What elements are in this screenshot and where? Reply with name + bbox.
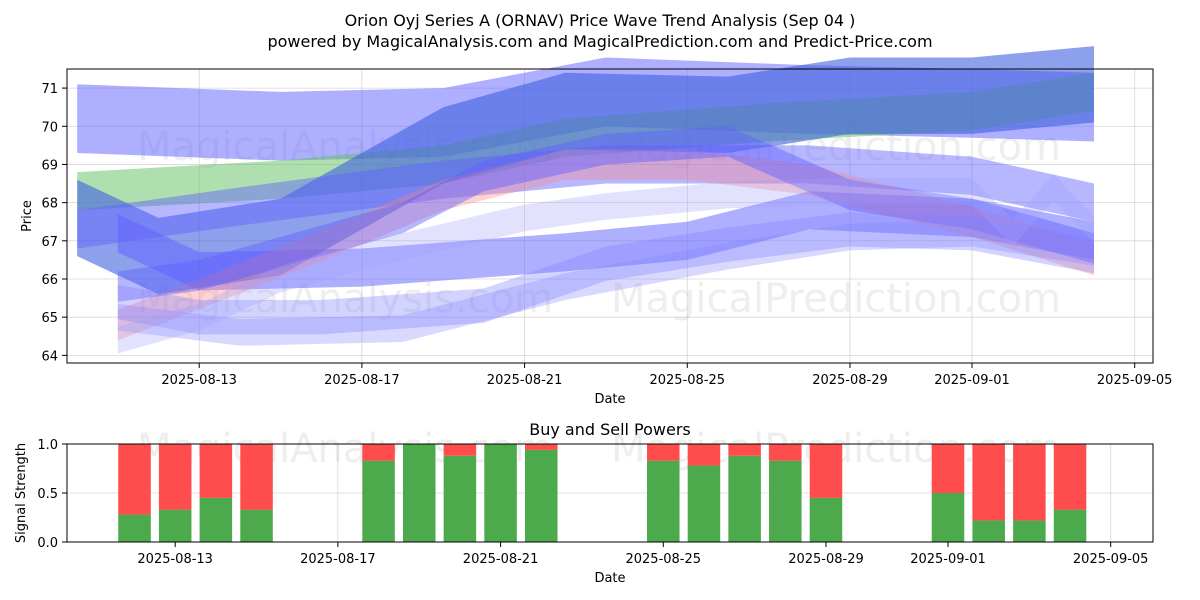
price-x-ticks: 2025-08-13 2025-08-17 2025-08-21 2025-08-25… <box>161 363 1172 388</box>
power-x-tick-label: 2025-08-25 <box>625 552 701 567</box>
sell-bar-2025-08-26 <box>687 444 721 466</box>
buy-bar-2025-08-12 <box>118 514 151 542</box>
wave-band-10 <box>117 174 1095 354</box>
price-y-tick-label: 66 <box>41 273 58 288</box>
power-y-tick-label: 1.0 <box>37 438 58 453</box>
price-y-tick-label: 67 <box>41 235 58 250</box>
wave-band-4 <box>77 145 1094 249</box>
power-x-tick-label: 2025-08-17 <box>300 552 376 567</box>
price-x-tick-label: 2025-08-13 <box>161 373 237 388</box>
price-y-axis-label: Price <box>20 200 35 232</box>
buy-bar-2025-08-19 <box>402 444 436 542</box>
buy-bar-2025-08-14 <box>199 497 233 542</box>
price-y-tick-label: 68 <box>41 197 58 212</box>
power-y-tick-label: 0.0 <box>37 536 58 551</box>
wave-band-5 <box>117 191 1095 291</box>
power-y-ticks: 0.0 0.5 1.0 <box>37 438 67 551</box>
price-y-tick-label: 65 <box>41 311 58 326</box>
buy-bar-2025-09-04 <box>1053 509 1087 542</box>
wave-band-8 <box>117 212 1095 335</box>
buy-bar-2025-09-02 <box>972 520 1005 542</box>
sell-bar-2025-08-13 <box>158 444 192 510</box>
sell-bar-2025-08-18 <box>362 444 395 461</box>
power-y-tick-label: 0.5 <box>37 487 58 502</box>
buy-bar-2025-08-13 <box>158 509 192 542</box>
sell-bar-2025-09-02 <box>972 444 1005 521</box>
buy-bar-2025-08-18 <box>362 460 395 542</box>
sell-bar-2025-08-22 <box>524 444 558 450</box>
sell-bar-2025-08-12 <box>118 444 151 515</box>
sell-bar-2025-08-20 <box>443 444 477 456</box>
wave-band-7 <box>117 126 1095 302</box>
power-panel-title: Buy and Sell Powers <box>529 420 691 439</box>
power-x-tick-label: 2025-08-13 <box>137 552 213 567</box>
power-panel: Buy and Sell Powers MagicalAnalysis.com … <box>14 420 1154 586</box>
price-x-tick-label: 2025-09-01 <box>934 373 1010 388</box>
price-y-tick-label: 69 <box>41 158 58 173</box>
buy-bar-2025-09-03 <box>1013 520 1046 542</box>
wave-band-9 <box>117 219 1095 346</box>
price-x-tick-label: 2025-08-25 <box>649 373 725 388</box>
chart-subtitle: powered by MagicalAnalysis.com and Magic… <box>267 32 932 51</box>
price-y-ticks: 64 65 66 67 68 69 70 71 <box>41 82 67 364</box>
power-x-ticks: 2025-08-13 2025-08-17 2025-08-21 2025-08-25… <box>137 542 1148 567</box>
price-plot-frame <box>66 68 1154 364</box>
power-x-tick-label: 2025-09-05 <box>1073 552 1149 567</box>
sell-bar-2025-09-04 <box>1053 444 1087 510</box>
buy-bar-2025-08-21 <box>484 444 517 542</box>
sell-bar-2025-08-28 <box>769 444 802 461</box>
price-wave-bands <box>77 46 1095 354</box>
price-y-tick-label: 64 <box>41 349 58 364</box>
price-x-tick-label: 2025-08-17 <box>324 373 400 388</box>
power-x-tick-label: 2025-09-01 <box>910 552 986 567</box>
buy-bar-2025-08-29 <box>809 497 843 542</box>
chart-title: Orion Oyj Series A (ORNAV) Price Wave Tr… <box>345 11 856 30</box>
wave-band-3 <box>77 46 1094 295</box>
buy-bar-2025-08-26 <box>687 465 721 542</box>
price-x-tick-label: 2025-09-05 <box>1097 373 1173 388</box>
sell-bar-2025-09-01 <box>931 444 965 493</box>
watermark-prediction-mid: MagicalPrediction.com <box>611 276 1061 322</box>
price-x-axis-label: Date <box>594 392 625 407</box>
sell-bar-2025-08-27 <box>728 444 761 456</box>
power-bars <box>118 444 1087 542</box>
buy-bar-2025-08-27 <box>728 455 761 542</box>
sell-bar-2025-08-29 <box>809 444 843 498</box>
price-y-tick-label: 71 <box>41 82 58 97</box>
buy-bar-2025-08-25 <box>647 460 680 542</box>
wave-band-6 <box>117 149 1095 341</box>
buy-bar-2025-08-22 <box>524 449 558 542</box>
buy-bar-2025-08-28 <box>769 460 802 542</box>
price-panel: MagicalAnalysis.com MagicalPrediction.co… <box>20 46 1172 407</box>
price-y-tick-label: 70 <box>41 120 58 135</box>
power-x-tick-label: 2025-08-29 <box>788 552 864 567</box>
power-x-tick-label: 2025-08-21 <box>463 552 539 567</box>
power-x-axis-label: Date <box>594 571 625 586</box>
price-x-tick-label: 2025-08-21 <box>487 373 563 388</box>
sell-bar-2025-08-25 <box>647 444 680 461</box>
sell-bar-2025-09-03 <box>1013 444 1046 521</box>
buy-bar-2025-08-15 <box>240 509 273 542</box>
buy-bar-2025-09-01 <box>931 493 965 542</box>
sell-bar-2025-08-14 <box>199 444 233 498</box>
buy-bar-2025-08-20 <box>443 455 477 542</box>
price-x-tick-label: 2025-08-29 <box>812 373 888 388</box>
power-y-axis-label: Signal Strength <box>14 443 29 543</box>
sell-bar-2025-08-15 <box>240 444 273 510</box>
